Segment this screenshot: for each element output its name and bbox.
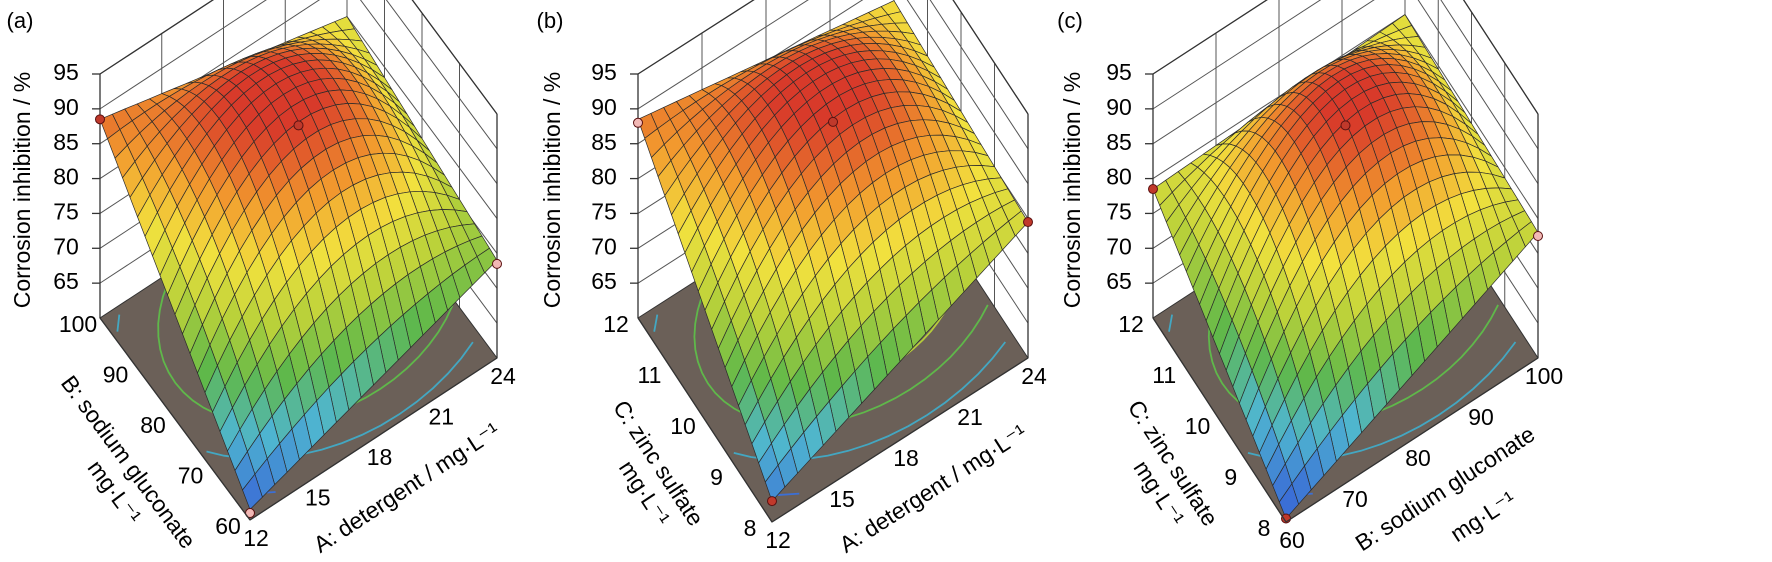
design-point: [633, 117, 643, 128]
x-tick-label: 90: [1468, 404, 1494, 430]
surface-plot-1: 95908580757065121518212460708090100(a)Co…: [7, 0, 516, 558]
response-surface: [99, 16, 498, 510]
z-tick-label: 70: [591, 233, 617, 259]
y-tick-label: 60: [215, 513, 241, 539]
x-tick-label: 12: [765, 527, 791, 553]
panel-label: (c): [1057, 8, 1083, 33]
y-tick-label: 8: [744, 515, 757, 541]
design-point: [1340, 120, 1351, 131]
z-axis-title: Corrosion inhibition / %: [9, 72, 35, 309]
x-axis-line: [771, 357, 1029, 523]
y-tick-label: 9: [1224, 464, 1237, 490]
x-tick-label: 80: [1405, 445, 1431, 471]
surface-plot-3: 95 90 85 80 75 70 65 60 70 80 90 100 89 10 11 12 (c) Corr…: [1057, 0, 1563, 556]
z-tick-label: 65: [1106, 268, 1132, 294]
x-tick-label: 18: [893, 445, 919, 471]
panel-label: (b): [537, 8, 564, 33]
x-tick-label: 24: [1021, 363, 1047, 389]
x-tick-label: 15: [829, 486, 855, 512]
design-points: [1148, 120, 1543, 524]
x-tick-label: 12: [243, 525, 269, 551]
x-axis-line: [1285, 357, 1539, 523]
x-tick-label: 21: [428, 404, 454, 430]
x-tick-label: 24: [490, 363, 516, 389]
z-tick-label: 75: [53, 199, 79, 225]
design-point: [492, 258, 502, 269]
x-axis-line: [249, 357, 498, 521]
y-axis-line: [637, 317, 773, 523]
z-tick-label: 75: [1106, 199, 1132, 225]
x-tick-label: 15: [305, 485, 331, 511]
surface-plot-2: 95 90 85 80 75 70 65 12 15 18 21 24 89 10 11 12 (b) Corro…: [537, 0, 1047, 558]
y-axis-line: [1152, 317, 1287, 523]
x-tick-label: 21: [957, 404, 983, 430]
z-tick-label: 90: [591, 94, 617, 120]
design-point: [293, 120, 304, 131]
response-surface: [1152, 14, 1539, 519]
y-tick-label: 70: [178, 463, 204, 489]
y-tick-label: 12: [603, 311, 629, 337]
design-point: [828, 116, 838, 127]
design-point: [1533, 231, 1543, 241]
design-point: [767, 496, 777, 507]
design-points: [633, 116, 1033, 507]
y-tick-label: 11: [1152, 362, 1176, 388]
design-point: [1023, 217, 1033, 228]
x-tick-label: 100: [1525, 363, 1563, 389]
z-tick-label: 90: [53, 94, 79, 120]
panel-label: (a): [7, 8, 34, 33]
z-tick-label: 90: [1106, 94, 1132, 120]
z-axis-title: Corrosion inhibition / %: [1059, 72, 1085, 309]
z-ticks: 95 90 85 80 75 70 65: [591, 59, 638, 294]
design-point: [95, 114, 105, 125]
design-points: [95, 114, 502, 519]
z-tick-label: 95: [1106, 59, 1132, 85]
z-tick-label: 95: [591, 59, 617, 85]
x-tick-label: 60: [1279, 527, 1305, 553]
y-tick-label: 11: [638, 362, 662, 388]
x-tick-label: 70: [1342, 486, 1368, 512]
z-tick-label: 85: [53, 129, 79, 155]
z-tick-label: 65: [53, 268, 79, 294]
y-tick-label: 8: [1258, 515, 1271, 541]
design-point: [1148, 184, 1158, 195]
z-tick-label: 80: [53, 164, 79, 190]
z-tick-label: 85: [591, 129, 617, 155]
x-ticks: 12 15 18 21 24: [765, 363, 1047, 553]
y-tick-label: 100: [59, 311, 97, 337]
z-tick-label: 70: [53, 233, 79, 259]
y-axis-line: [99, 317, 251, 521]
z-tick-label: 65: [591, 268, 617, 294]
x-ticks: 12 15 18 21 24: [243, 363, 516, 551]
x-tick-label: 18: [367, 444, 393, 470]
z-ticks: 95 90 85 80 75 70 65: [53, 59, 100, 294]
z-tick-label: 95: [53, 59, 79, 85]
z-axis-title: Corrosion inhibition / %: [539, 72, 565, 309]
response-surface: [637, 0, 1029, 502]
y-ticks: 89 10 11 12: [1118, 311, 1270, 541]
z-tick-label: 80: [1106, 164, 1132, 190]
z-tick-label: 80: [591, 164, 617, 190]
z-tick-label: 85: [1106, 129, 1132, 155]
y-tick-label: 90: [103, 362, 129, 388]
z-tick-label: 75: [591, 199, 617, 225]
contour-line: [775, 492, 800, 497]
y-tick-label: 10: [1185, 413, 1211, 439]
z-tick-label: 70: [1106, 233, 1132, 259]
y-tick-label: 10: [670, 413, 696, 439]
y-ticks: 89 10 11 12: [603, 311, 756, 541]
z-ticks: 95 90 85 80 75 70 65: [1106, 59, 1153, 294]
x-ticks: 60 70 80 90 100: [1279, 363, 1563, 553]
y-tick-label: 80: [140, 412, 166, 438]
y-tick-label: 9: [710, 464, 723, 490]
y-tick-label: 12: [1118, 311, 1144, 337]
